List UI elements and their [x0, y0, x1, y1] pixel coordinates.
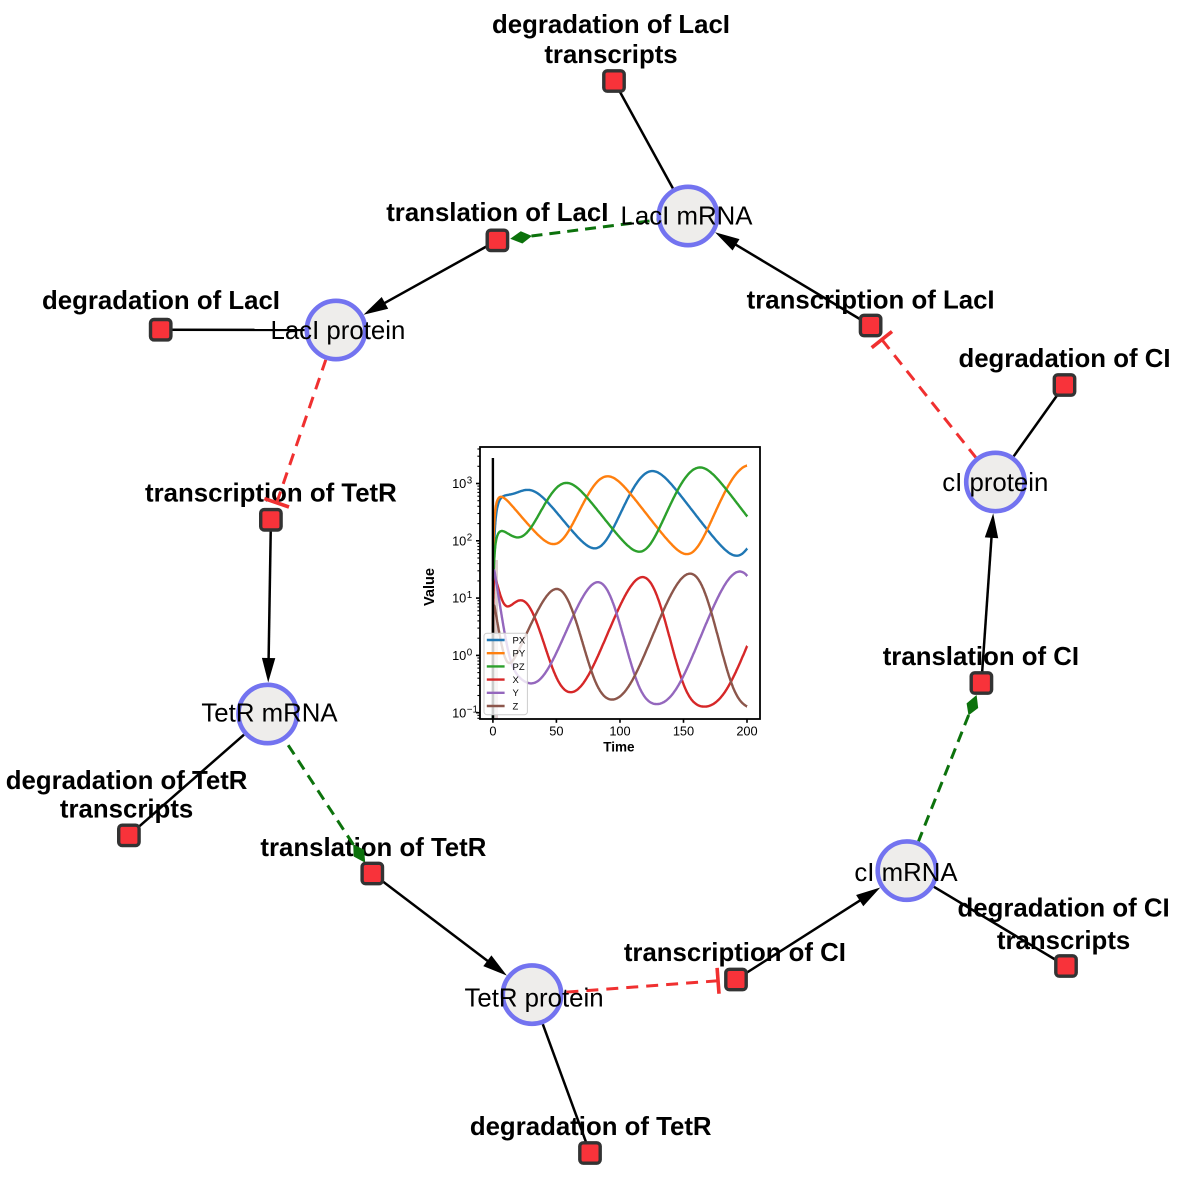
svg-text:Y: Y [513, 688, 520, 699]
svg-text:transcripts: transcripts [997, 927, 1130, 955]
svg-text:0: 0 [467, 647, 473, 658]
svg-text:degradation of LacI: degradation of LacI [492, 11, 730, 39]
svg-text:3: 3 [467, 475, 473, 486]
svg-text:PZ: PZ [513, 662, 525, 673]
svg-text:degradation of TetR: degradation of TetR [6, 767, 248, 795]
svg-text:100: 100 [609, 723, 630, 738]
svg-text:TetR mRNA: TetR mRNA [201, 700, 338, 728]
svg-text:transcription of CI: transcription of CI [624, 939, 846, 967]
svg-text:translation of TetR: translation of TetR [260, 834, 486, 862]
svg-text:0: 0 [489, 723, 496, 738]
svg-text:10: 10 [452, 648, 466, 663]
svg-text:LacI mRNA: LacI mRNA [621, 203, 754, 231]
svg-text:translation of LacI: translation of LacI [386, 199, 608, 227]
svg-text:degradation of LacI: degradation of LacI [42, 287, 280, 315]
svg-text:X: X [513, 675, 520, 686]
svg-text:transcription of TetR: transcription of TetR [145, 480, 397, 508]
svg-text:PY: PY [513, 649, 526, 660]
svg-text:degradation of CI: degradation of CI [958, 345, 1170, 373]
svg-text:10: 10 [452, 591, 466, 606]
svg-text:transcription of LacI: transcription of LacI [747, 287, 995, 315]
svg-text:PX: PX [513, 635, 526, 646]
svg-text:150: 150 [673, 723, 694, 738]
svg-text:Z: Z [513, 701, 519, 712]
svg-text:cI mRNA: cI mRNA [854, 859, 958, 887]
svg-text:2: 2 [467, 533, 472, 544]
svg-text:cI protein: cI protein [942, 469, 1048, 497]
svg-text:Time: Time [603, 739, 635, 754]
svg-text:translation of CI: translation of CI [883, 643, 1079, 671]
svg-text:LacI protein: LacI protein [270, 317, 405, 345]
svg-text:transcripts: transcripts [544, 41, 677, 69]
svg-text:10: 10 [452, 705, 466, 720]
svg-text:degradation of TetR: degradation of TetR [470, 1113, 712, 1141]
svg-text:200: 200 [736, 723, 757, 738]
svg-text:10: 10 [452, 476, 466, 491]
svg-text:50: 50 [549, 723, 563, 738]
svg-text:Value: Value [422, 568, 438, 606]
svg-text:degradation of CI: degradation of CI [958, 895, 1170, 923]
svg-text:−1: −1 [467, 705, 478, 716]
svg-text:transcripts: transcripts [60, 796, 193, 824]
svg-text:10: 10 [452, 533, 466, 548]
svg-text:TetR protein: TetR protein [464, 985, 603, 1013]
svg-text:1: 1 [467, 590, 472, 601]
